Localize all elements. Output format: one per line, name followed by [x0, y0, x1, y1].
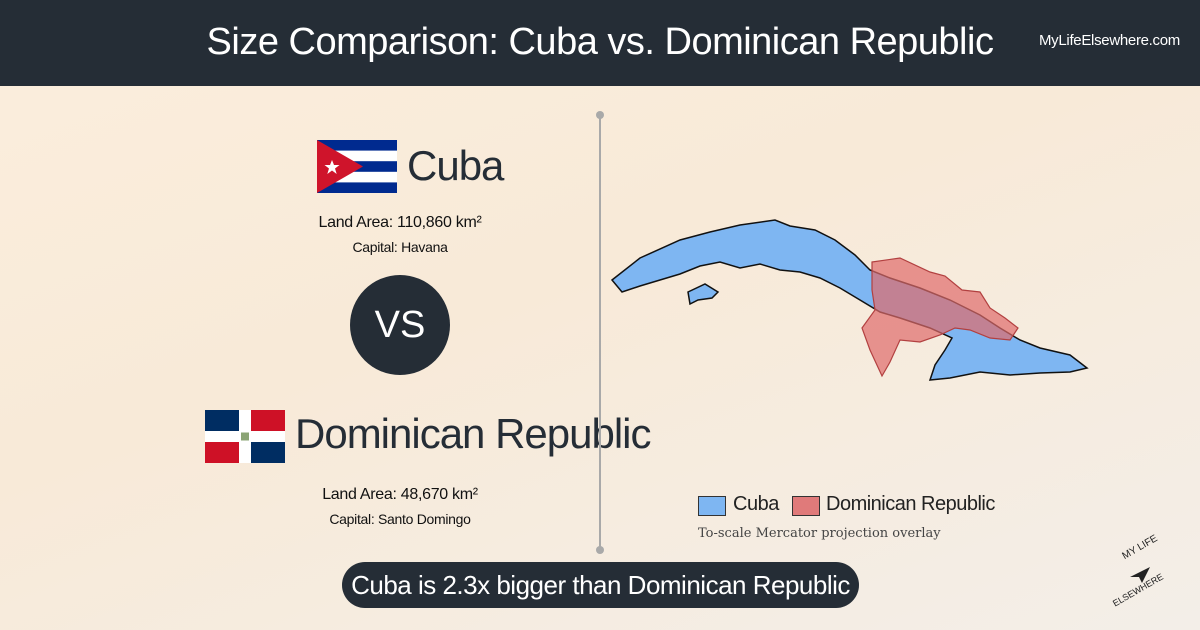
site-name: MyLifeElsewhere.com: [1038, 32, 1180, 49]
header-bar: [0, 0, 1200, 86]
legend-swatch: [698, 496, 726, 516]
divider-dot: [596, 546, 604, 554]
legend-label: Cuba: [733, 493, 779, 515]
country-name: Cuba: [407, 142, 504, 189]
shape-cuba-island: [687, 283, 720, 306]
legend-swatch: [792, 496, 820, 516]
legend-label: Dominican Republic: [826, 493, 995, 515]
shape-cuba: [610, 219, 1089, 381]
flag-dominican-republic: [205, 410, 285, 463]
capital: Capital: Havana: [352, 239, 448, 255]
logo-icon: [1130, 567, 1150, 583]
land-area: Land Area: 48,670 km²: [322, 486, 478, 503]
land-area: Land Area: 110,860 km²: [318, 214, 482, 231]
summary-banner: Cuba is 2.3x bigger than Dominican Repub…: [342, 562, 859, 608]
page-title: Size Comparison: Cuba vs. Dominican Repu…: [206, 21, 994, 63]
vs-badge: VS: [350, 275, 450, 375]
divider: [599, 114, 601, 550]
divider-dot: [596, 111, 604, 119]
country-name: Dominican Republic: [295, 410, 652, 457]
map-note: To-scale Mercator projection overlay: [698, 526, 941, 541]
shape-dominican-republic: [861, 257, 1019, 378]
flag-cuba: [317, 140, 397, 193]
map-overlay: [610, 219, 1089, 381]
capital: Capital: Santo Domingo: [329, 511, 471, 527]
